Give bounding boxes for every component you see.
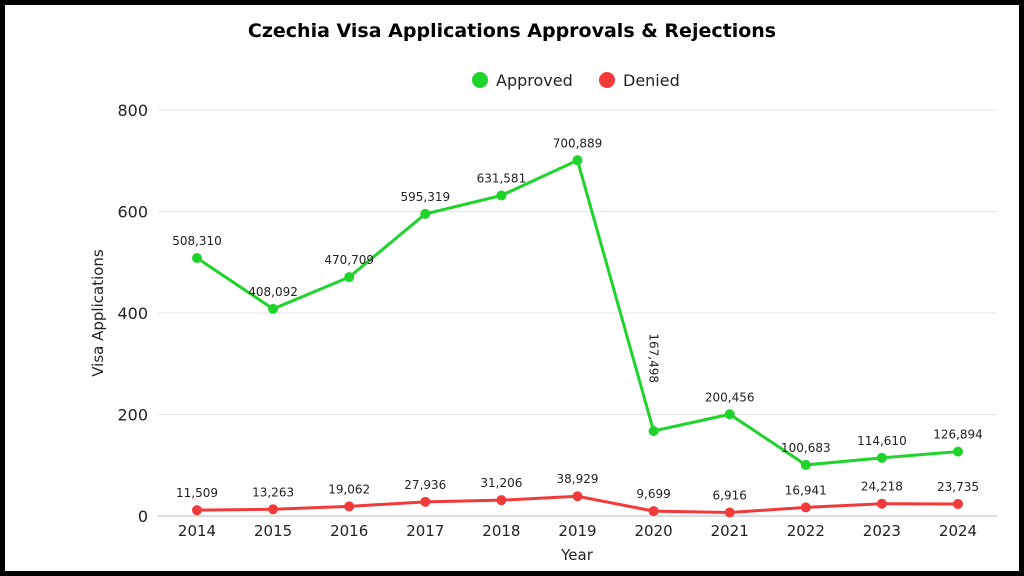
data-label: 6,916 — [713, 488, 747, 502]
data-label: 31,206 — [480, 476, 522, 490]
data-point — [420, 208, 431, 219]
x-tick-label: 2017 — [406, 522, 444, 540]
x-tick-label: 2022 — [787, 522, 825, 540]
legend-label-approved: Approved — [496, 71, 573, 90]
data-label: 16,941 — [785, 483, 827, 497]
data-label: 200,456 — [705, 390, 755, 404]
x-tick-label: 2015 — [254, 522, 292, 540]
data-label: 631,581 — [477, 171, 527, 185]
data-label: 408,092 — [248, 285, 298, 299]
data-label: 508,310 — [172, 234, 222, 248]
data-point — [724, 507, 735, 518]
chart-frame — [5, 5, 1019, 571]
x-tick-label: 2020 — [635, 522, 673, 540]
data-label: 24,218 — [861, 480, 903, 494]
y-tick-label: 600 — [117, 203, 148, 222]
data-point — [496, 190, 507, 201]
data-label: 126,894 — [933, 428, 983, 442]
x-axis-label: Year — [560, 546, 594, 564]
data-point — [268, 504, 279, 515]
data-label: 27,936 — [404, 478, 446, 492]
data-point — [800, 502, 811, 513]
x-tick-label: 2018 — [482, 522, 520, 540]
y-tick-label: 400 — [117, 304, 148, 323]
data-label: 9,699 — [636, 487, 670, 501]
data-point — [420, 496, 431, 507]
data-label: 13,263 — [252, 485, 294, 499]
data-point — [953, 498, 963, 509]
data-point — [344, 272, 355, 283]
x-tick-label: 2024 — [939, 522, 977, 540]
data-label: 114,610 — [857, 434, 907, 448]
data-point — [344, 501, 355, 512]
y-axis-label: Visa Applications — [89, 249, 107, 377]
data-point — [953, 446, 963, 457]
data-label: 11,509 — [176, 486, 218, 500]
x-tick-label: 2014 — [178, 522, 216, 540]
data-point — [192, 505, 202, 516]
x-tick-label: 2019 — [558, 522, 596, 540]
x-tick-label: 2021 — [711, 522, 749, 540]
data-label: 19,062 — [328, 482, 370, 496]
data-label: 38,929 — [557, 472, 599, 486]
x-tick-label: 2023 — [863, 522, 901, 540]
y-tick-label: 200 — [117, 406, 148, 425]
legend-label-denied: Denied — [623, 71, 680, 90]
data-label: 100,683 — [781, 441, 831, 455]
data-point — [724, 409, 735, 420]
data-point — [572, 155, 583, 166]
y-tick-label: 0 — [138, 507, 148, 526]
legend-marker-approved — [472, 72, 488, 88]
data-label: 23,735 — [937, 480, 979, 494]
data-point — [648, 506, 659, 517]
legend: Approved Denied — [472, 71, 680, 90]
y-tick-label: 800 — [117, 101, 148, 120]
data-point — [876, 498, 887, 509]
data-label: 595,319 — [400, 190, 450, 204]
data-label: 470,709 — [324, 253, 374, 267]
chart-title: Czechia Visa Applications Approvals & Re… — [248, 20, 776, 42]
data-point — [800, 459, 811, 470]
data-label: 700,889 — [553, 136, 603, 150]
data-point — [268, 303, 279, 314]
x-tick-label: 2016 — [330, 522, 368, 540]
data-point — [648, 425, 659, 436]
data-point — [192, 253, 202, 264]
data-point — [572, 491, 583, 502]
data-point — [496, 495, 507, 506]
data-point — [876, 452, 887, 463]
data-label: 167,498 — [647, 333, 661, 383]
legend-marker-denied — [599, 72, 615, 88]
